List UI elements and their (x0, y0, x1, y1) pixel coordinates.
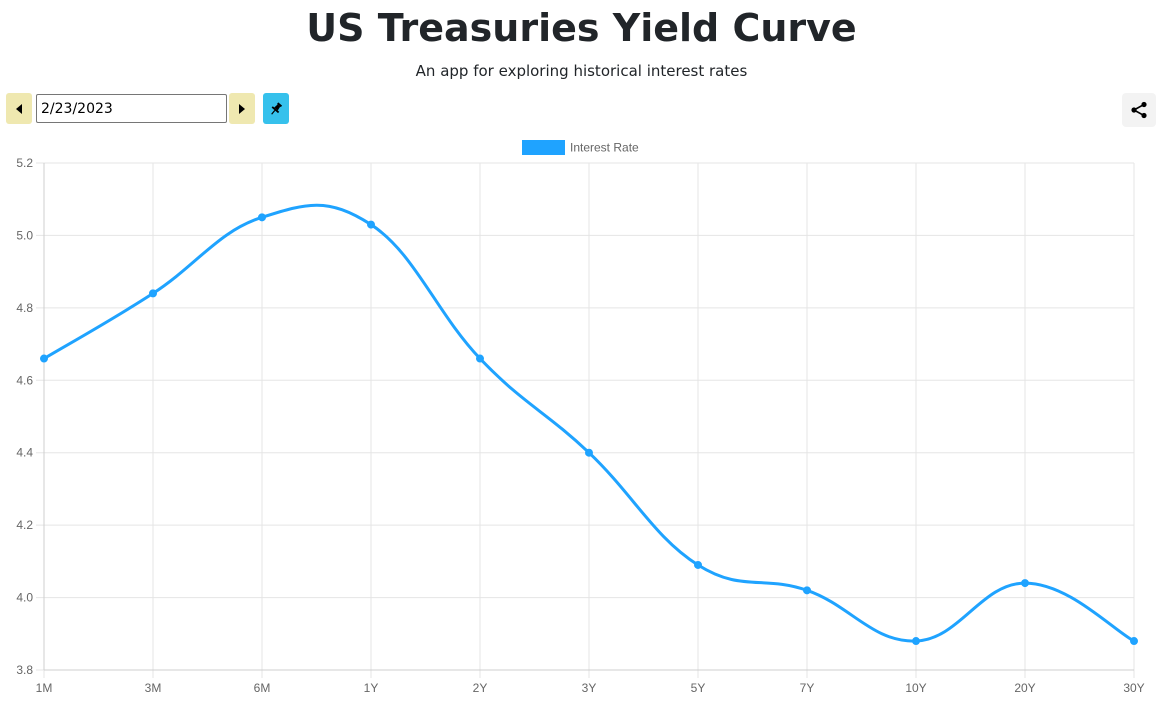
data-point-6M[interactable] (258, 213, 266, 222)
x-tick-label: 10Y (905, 681, 926, 695)
data-point-1Y[interactable] (367, 220, 375, 229)
legend-label: Interest Rate (570, 141, 639, 155)
y-tick-label: 5.2 (16, 156, 33, 170)
legend[interactable]: Interest Rate (522, 140, 639, 155)
data-point-3M[interactable] (149, 289, 157, 298)
triangle-right-icon (239, 103, 245, 114)
x-tick-label: 6M (254, 681, 271, 695)
y-tick-label: 4.6 (16, 373, 33, 387)
series-interest-rate (40, 203, 1138, 646)
y-tick-label: 4.0 (16, 591, 33, 605)
data-point-20Y[interactable] (1021, 579, 1029, 588)
pin-button[interactable] (263, 93, 289, 124)
y-tick-label: 3.8 (16, 663, 33, 677)
x-tick-label: 2Y (473, 681, 488, 695)
page-subtitle: An app for exploring historical interest… (415, 62, 748, 80)
x-tick-label: 3Y (582, 681, 597, 695)
pin-icon (271, 101, 283, 115)
x-tick-label: 1Y (364, 681, 379, 695)
x-tick-label: 1M (36, 681, 53, 695)
data-point-7Y[interactable] (803, 586, 811, 595)
y-tick-label: 4.4 (16, 446, 33, 460)
page-title: US Treasuries Yield Curve (306, 6, 857, 50)
x-tick-label: 20Y (1014, 681, 1035, 695)
data-point-30Y[interactable] (1130, 637, 1138, 646)
y-tick-label: 4.8 (16, 301, 33, 315)
data-point-3Y[interactable] (585, 448, 593, 457)
data-point-5Y[interactable] (694, 560, 702, 569)
y-tick-label: 4.2 (16, 518, 33, 532)
grid (36, 162, 1135, 678)
triangle-left-icon (16, 103, 22, 114)
data-point-1M[interactable] (40, 354, 48, 363)
yield-curve-chart: 5.2 5.0 4.8 4.6 4.4 4.2 4.0 3.81M 3M 6M 1Y 2Y 3Y 5Y 7Y… (16, 140, 1145, 695)
next-date-button[interactable] (229, 93, 255, 124)
axes: 5.2 5.0 4.8 4.6 4.4 4.2 4.0 3.81M 3M 6M 1Y 2Y 3Y 5Y 7Y… (16, 156, 1144, 695)
x-tick-label: 5Y (691, 681, 706, 695)
x-tick-label: 7Y (800, 681, 815, 695)
data-point-10Y[interactable] (912, 637, 920, 646)
legend-swatch (522, 140, 565, 155)
date-input[interactable] (36, 94, 227, 123)
x-tick-label: 3M (145, 681, 162, 695)
share-button[interactable] (1122, 93, 1156, 127)
data-point-2Y[interactable] (476, 354, 484, 363)
previous-date-button[interactable] (6, 93, 32, 124)
x-tick-label: 30Y (1123, 681, 1144, 695)
share-icon (1131, 101, 1147, 119)
y-tick-label: 5.0 (16, 228, 33, 242)
